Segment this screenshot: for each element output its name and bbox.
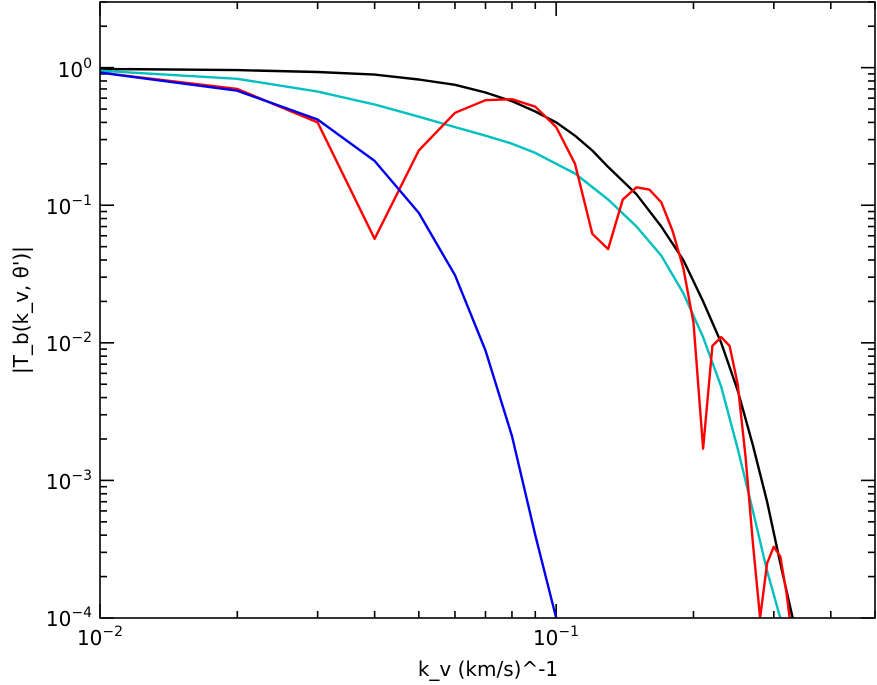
- series-group: [100, 67, 794, 618]
- y-tick-label-2: 10−2: [46, 330, 92, 356]
- y-tick-label-1: 10−1: [46, 193, 92, 219]
- y-axis-label: |T_b(k_v, θ')|: [9, 246, 33, 374]
- y-tick-label-4: 10−4: [46, 605, 92, 631]
- plot-frame: [99, 1, 876, 619]
- y-tick-label-0: 100: [58, 56, 92, 82]
- series-line-1: [100, 69, 782, 618]
- series-line-2: [100, 71, 791, 618]
- x-tick-label-1: 10−1: [533, 624, 579, 650]
- y-tick-label-3: 10−3: [46, 468, 92, 494]
- series-line-0: [100, 67, 794, 618]
- series-line-3: [100, 71, 558, 618]
- x-tick-label-0: 10−2: [77, 624, 123, 650]
- x-axis-label: k_v (km/s)^-1: [418, 657, 558, 681]
